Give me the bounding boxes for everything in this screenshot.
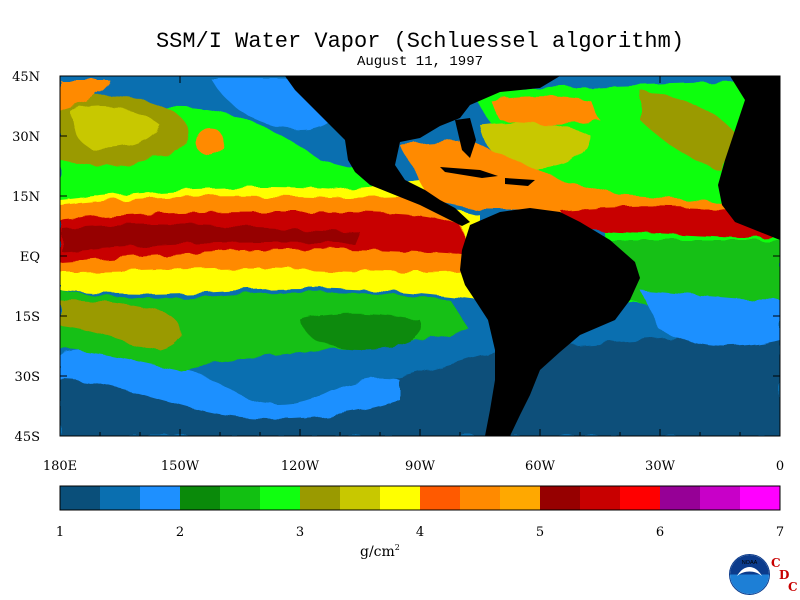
colorbar-swatch xyxy=(420,486,461,510)
colorbar-label: 2 xyxy=(176,525,184,540)
colorbar-swatch xyxy=(380,486,421,510)
colorbar-swatch xyxy=(140,486,181,510)
longitude-label: 150W xyxy=(161,459,200,474)
longitude-label: 90W xyxy=(405,459,436,474)
vapor-region xyxy=(300,313,422,350)
land-north-america xyxy=(285,76,560,226)
latitude-label: 15S xyxy=(15,310,40,325)
colorbar-swatch xyxy=(220,486,261,510)
colorbar-swatch xyxy=(460,486,501,510)
land-masses xyxy=(285,76,780,436)
land-cuba xyxy=(440,167,498,178)
latitude-label: 45S xyxy=(15,430,40,445)
colorbar-swatch xyxy=(540,486,581,510)
vapor-region xyxy=(196,128,224,156)
colorbar-swatch xyxy=(60,486,101,510)
latitude-ticks xyxy=(60,75,780,437)
noaa-logo-icon: NOAA xyxy=(729,554,770,595)
longitude-label: 30W xyxy=(645,459,676,474)
colorbar-swatch xyxy=(740,486,781,510)
vapor-region xyxy=(60,290,470,370)
map-title: SSM/I Water Vapor (Schluessel algorithm) xyxy=(155,29,685,54)
longitude-labels: 180E 150W 120W 90W 60W 30W 0 xyxy=(43,459,784,474)
colorbar-swatch xyxy=(620,486,661,510)
unit-superscript: 2 xyxy=(394,543,400,552)
vapor-region xyxy=(70,105,160,149)
latitude-labels: 45N 30N 15N EQ 15S 30S 45S xyxy=(12,70,40,445)
colorbar-unit: g/cm2 xyxy=(360,543,400,560)
vapor-region xyxy=(560,206,780,238)
colorbar-swatch xyxy=(260,486,301,510)
vapor-region xyxy=(62,224,360,252)
colorbar-swatch xyxy=(580,486,621,510)
latitude-label: 45N xyxy=(12,70,40,85)
longitude-ticks xyxy=(59,76,781,436)
colorbar-swatch xyxy=(340,486,381,510)
latitude-label: 30N xyxy=(12,130,40,145)
colorbar-swatch xyxy=(500,486,541,510)
vapor-region xyxy=(640,290,780,347)
map-date: August 11, 1997 xyxy=(356,54,484,70)
colorbar-swatch xyxy=(100,486,141,510)
colorbar-label: 4 xyxy=(416,525,424,540)
latitude-label: 15N xyxy=(12,190,40,205)
colorbar xyxy=(60,486,781,510)
colorbar-swatch xyxy=(700,486,741,510)
unit-text: g/cm xyxy=(360,544,395,560)
colorbar-label: 1 xyxy=(56,525,64,540)
longitude-label: 60W xyxy=(525,459,556,474)
logo-text: NOAA xyxy=(742,560,758,566)
colorbar-swatch xyxy=(180,486,221,510)
cdc-letter-d: D xyxy=(779,568,790,582)
latitude-label: 30S xyxy=(15,370,40,385)
colorbar-label: 7 xyxy=(776,525,784,540)
vapor-region xyxy=(60,300,181,350)
vapor-region xyxy=(60,80,110,110)
vapor-region xyxy=(490,96,600,124)
longitude-label: 180E xyxy=(43,459,77,474)
colorbar-label: 3 xyxy=(296,525,304,540)
colorbar-labels: 1 2 3 4 5 6 7 xyxy=(56,525,784,540)
colorbar-label: 5 xyxy=(536,525,544,540)
latitude-label: EQ xyxy=(20,250,40,265)
land-hispaniola xyxy=(505,178,535,186)
colorbar-label: 6 xyxy=(656,525,664,540)
land-florida xyxy=(455,118,476,158)
colorbar-swatch xyxy=(300,486,341,510)
colorbar-swatch xyxy=(660,486,701,510)
colorbar-frame xyxy=(59,485,781,511)
water-vapor-field xyxy=(60,76,780,436)
land-south-america xyxy=(460,208,640,436)
vapor-region xyxy=(60,349,400,419)
longitude-label: 0 xyxy=(776,459,784,474)
land-africa xyxy=(718,76,780,240)
vapor-region xyxy=(640,90,740,170)
longitude-label: 120W xyxy=(281,459,320,474)
cdc-letter-c2: C xyxy=(788,580,798,594)
cdc-letter-c1: C xyxy=(771,556,781,570)
